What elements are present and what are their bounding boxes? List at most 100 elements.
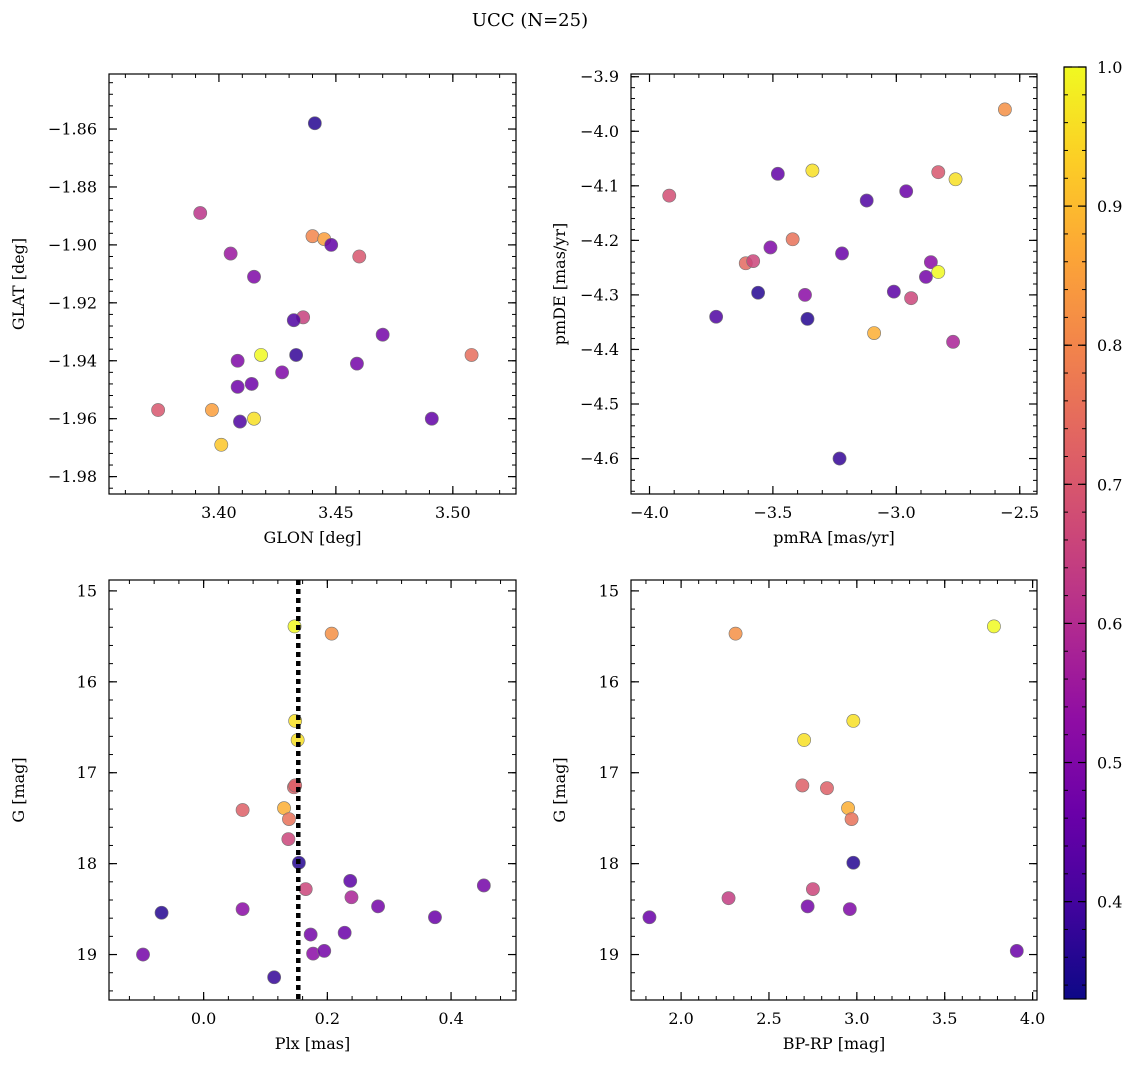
scatter-point (136, 947, 150, 962)
scatter-point (931, 265, 946, 279)
scatter-point (151, 403, 166, 417)
x-tick-label: 3.50 (435, 503, 471, 522)
scatter-point (846, 714, 861, 728)
major-ticks (631, 580, 1037, 1000)
scatter-point (344, 890, 359, 905)
scatter-point (805, 163, 820, 178)
scatter-point (662, 188, 677, 203)
scatter-point (428, 910, 442, 925)
y-axis-label: G [mag] (9, 757, 28, 822)
scatter-point (464, 348, 479, 362)
scatter-point (987, 619, 1001, 634)
y-tick-label: 17 (77, 763, 97, 782)
y-tick-label: −4.3 (580, 285, 619, 304)
scatter-point (233, 414, 247, 429)
points (136, 619, 491, 985)
x-axis-label: pmRA [mas/yr] (773, 528, 895, 547)
scatter-point (317, 944, 332, 958)
colorbar-tick-label: 0.9 (1097, 197, 1122, 216)
axes-frame (108, 73, 517, 495)
scatter-point (820, 781, 834, 796)
scatter-point (281, 832, 296, 846)
x-tick-label: −3.5 (753, 503, 792, 522)
scatter-point (721, 891, 736, 906)
y-tick-label: 15 (77, 581, 97, 600)
y-tick-label: −4.1 (580, 176, 619, 195)
scatter-point (324, 626, 339, 641)
scatter-point (948, 172, 963, 187)
scatter-point (254, 348, 268, 362)
scatter-point (785, 232, 800, 247)
scatter-point (842, 902, 857, 916)
scatter-point (746, 254, 761, 268)
scatter-point (832, 451, 847, 466)
figure-title: UCC (N=25) (472, 10, 588, 31)
x-tick-label: −2.5 (1000, 503, 1039, 522)
y-tick-label: 17 (599, 763, 619, 782)
scatter-point (230, 379, 245, 394)
major-ticks (109, 74, 516, 494)
colorbar-tick-label: 0.8 (1097, 336, 1122, 355)
scatter-point (303, 927, 318, 942)
scatter-point (343, 874, 358, 888)
axes-frame (108, 579, 517, 1001)
scatter-point (375, 327, 390, 342)
y-tick-label: 18 (599, 854, 619, 873)
y-tick-label: 16 (599, 672, 619, 691)
y-axis-label: GLAT [deg] (9, 238, 28, 330)
scatter-point (424, 411, 439, 426)
x-tick-label: 4.0 (1020, 1009, 1045, 1028)
minor-ticks (631, 74, 1037, 494)
scatter-point (800, 312, 815, 326)
points (662, 102, 1012, 466)
x-tick-label: 3.45 (318, 503, 354, 522)
x-tick-label: 2.0 (668, 1009, 693, 1028)
scatter-point (289, 348, 304, 362)
y-tick-label: −1.92 (48, 293, 97, 312)
scatter-point (642, 910, 657, 925)
scatter-point (859, 193, 874, 208)
scatter-point (899, 184, 914, 199)
colorbar-tick-label: 0.7 (1097, 475, 1122, 494)
scatter-point (728, 626, 743, 641)
y-tick-label: −4.0 (580, 122, 619, 141)
scatter-point (846, 855, 861, 870)
scatter-point (886, 284, 901, 299)
scatter-point (835, 246, 849, 261)
y-tick-label: 18 (77, 854, 97, 873)
scatter-point (337, 925, 352, 940)
scatter-point (844, 812, 859, 826)
scatter-point (800, 899, 815, 914)
scatter-point (923, 255, 938, 270)
scatter-point (154, 905, 169, 920)
points (151, 116, 479, 452)
scatter-point (235, 803, 250, 817)
scatter-point (307, 116, 322, 131)
scatter-point (931, 165, 946, 180)
scatter-point (371, 899, 385, 914)
scatter-point (267, 970, 282, 985)
scatter-point (275, 365, 289, 380)
major-ticks (631, 74, 1037, 494)
scatter-point (350, 356, 364, 371)
y-axis-label: pmDE [mas/yr] (550, 223, 569, 346)
y-tick-label: −4.6 (580, 449, 619, 468)
panel-4: 2.0 2.5 3.0 3.5 4.0 15 16 17 18 19 BP-RP [mag] G [m… (550, 579, 1045, 1053)
y-tick-label: −4.5 (580, 395, 619, 414)
scatter-point (763, 240, 778, 255)
scatter-point (867, 326, 882, 340)
y-tick-label: −1.86 (48, 120, 97, 139)
points (642, 619, 1024, 958)
scatter-point (235, 902, 250, 916)
scatter-point (946, 334, 960, 349)
x-tick-label: −4.0 (630, 503, 669, 522)
x-tick-label: 0.4 (438, 1009, 463, 1028)
colorbar-tick-label: 1.0 (1097, 58, 1122, 77)
colorbar-tick-label: 0.6 (1097, 614, 1122, 633)
axes-frame (630, 73, 1038, 495)
scatter-point (247, 411, 261, 426)
minor-ticks (109, 74, 516, 494)
y-tick-label: −1.96 (48, 409, 97, 428)
y-tick-label: −1.98 (48, 467, 97, 486)
